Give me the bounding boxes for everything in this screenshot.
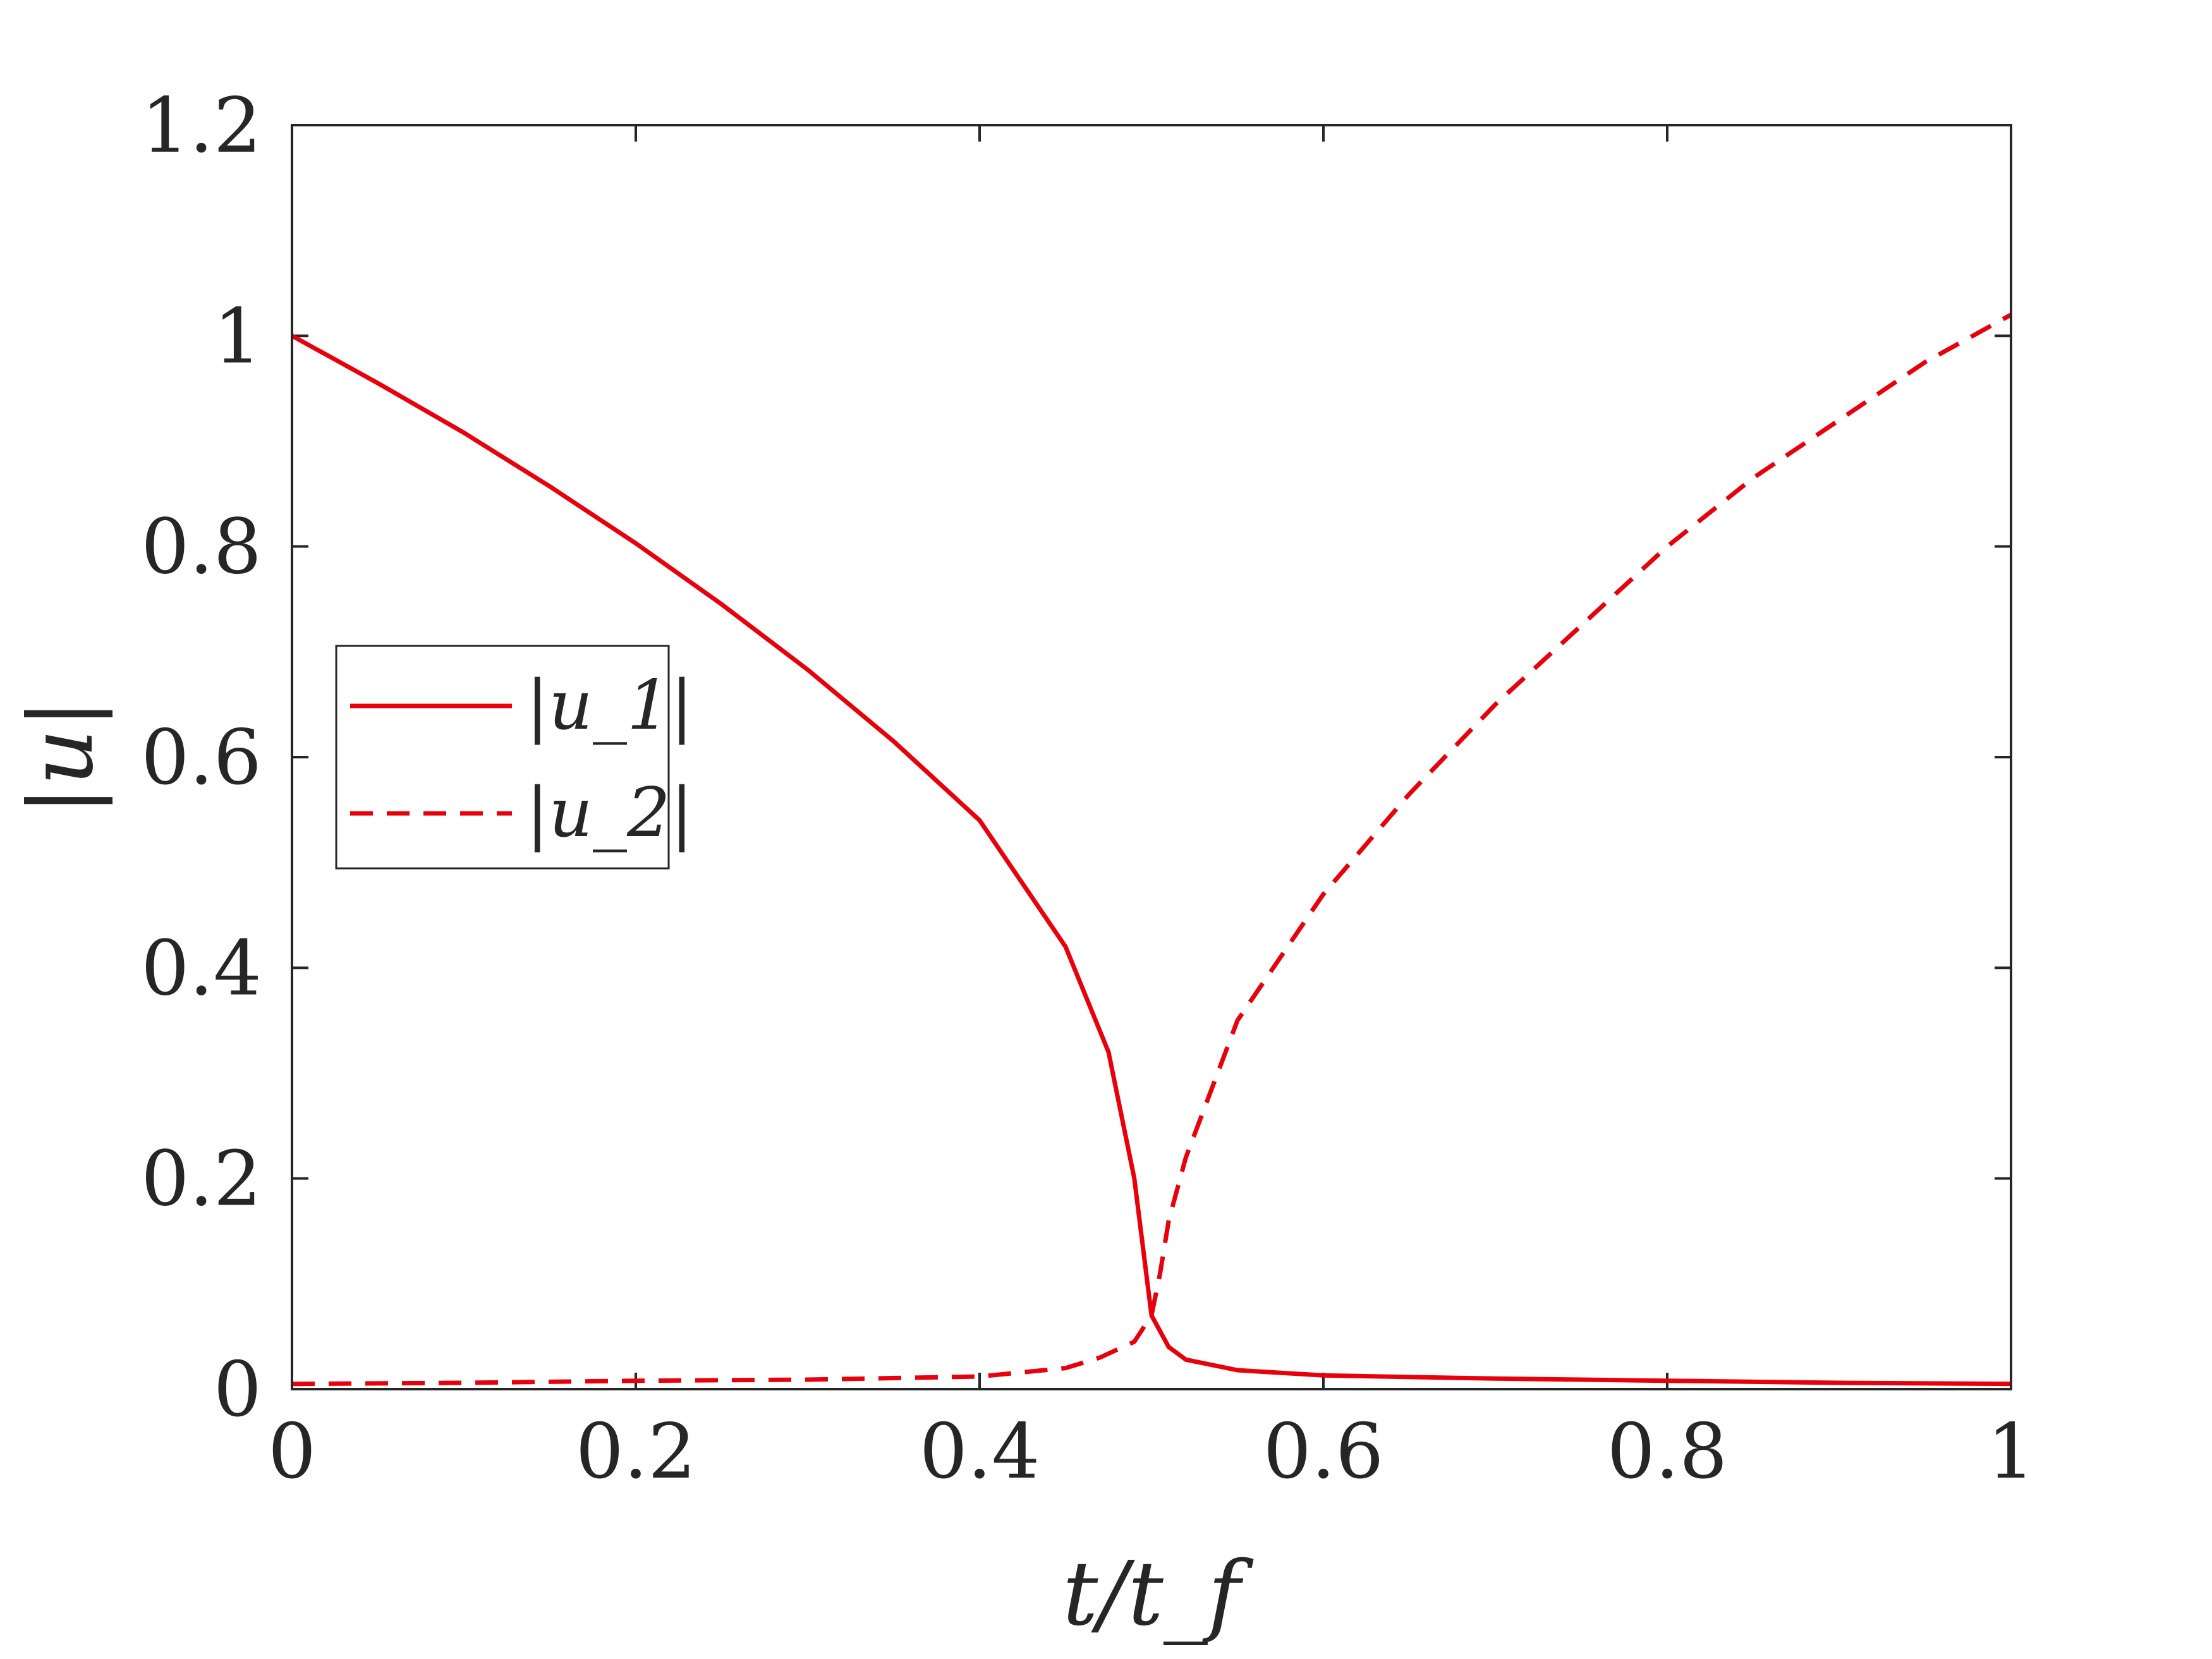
legend: |u_1| |u_2| [335,645,693,870]
y-tick-label: 0.4 [141,925,262,1012]
y-tick-label: 0 [214,1346,262,1434]
x-tick-label: 0.2 [576,1408,696,1496]
y-tick-label: 0.8 [141,504,262,592]
x-tick-label: 0.4 [920,1408,1040,1496]
y-tick-label: 1.2 [141,82,262,170]
legend-label-u2: |u_2| [526,774,693,853]
plot-frame [291,124,2012,1390]
y-tick-label: 0.6 [141,714,262,802]
legend-box [335,645,670,870]
series-u1-line [291,334,2012,1387]
series-u2-line [291,312,2012,1387]
y-axis-label: |u| [10,699,113,816]
legend-label-u1: |u_1| [526,666,693,745]
x-tick-label: 0.6 [1263,1408,1384,1496]
x-tick-label: 0.8 [1607,1408,1728,1496]
y-tick-label: 1 [214,293,262,380]
x-axis-label: t/t_f [1062,1543,1254,1646]
data-series [291,312,2012,1387]
x-tick-labels: 0 0.2 0.4 0.6 0.8 1 [268,1408,2035,1496]
x-tick-label: 1 [1987,1408,2035,1496]
y-tick-label: 0.2 [141,1136,262,1224]
y-tick-labels: 0 0.2 0.4 0.6 0.8 1 1.2 [141,82,262,1434]
x-tick-label: 0 [268,1408,316,1496]
